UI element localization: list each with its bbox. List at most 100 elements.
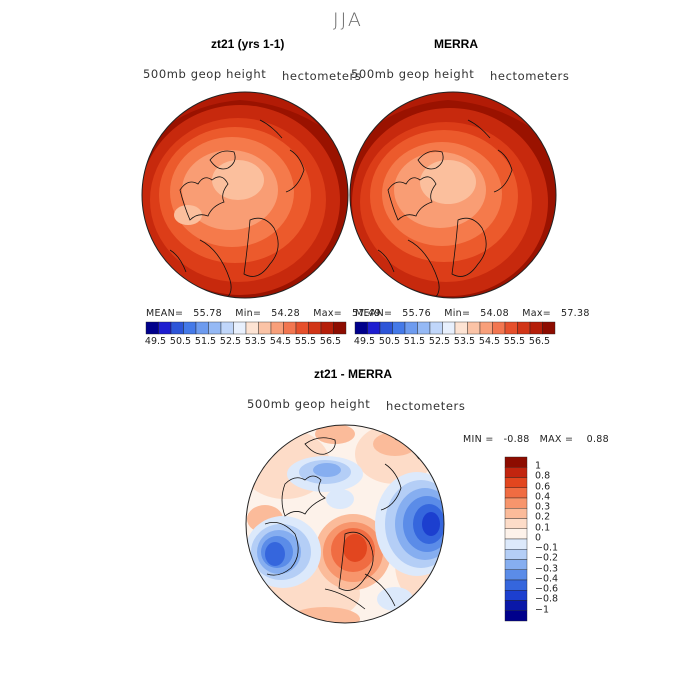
panel-3-title: zt21 - MERRA <box>314 367 393 381</box>
panel-3-map <box>245 424 445 624</box>
panel-2-stats: MEAN= 55.76 Min= 54.08 Max= 57.38 <box>355 308 590 319</box>
panel-2-colorbar-swatch <box>392 321 406 335</box>
panel-3-max-label: MAX = <box>539 434 574 445</box>
panel-2-title: MERRA <box>434 37 478 51</box>
panel-3-colorbar-swatch <box>504 508 528 519</box>
panel-3-colorbar-tick-label: −0.6 <box>535 583 559 595</box>
panel-1-field-label: 500mb geop height <box>143 67 267 81</box>
panel-2-mean-label: MEAN= <box>355 308 393 319</box>
panel-1-colorbar-tick-label: 50.5 <box>169 336 192 347</box>
panel-1-colorbar-swatch <box>258 321 272 335</box>
panel-3-colorbar-tick-label: 1 <box>535 460 542 472</box>
panel-1-title: zt21 (yrs 1-1) <box>211 37 285 51</box>
panel-1-colorbar-swatch <box>233 321 247 335</box>
panel-3-colorbar-ticks: 1 0.8 0.6 0.4 0.3 0.2 0.1 0 −0.1 −0.2 −0.3 −0.4 −0.6… <box>535 457 575 621</box>
panel-1-colorbar-swatch <box>183 321 197 335</box>
panel-3-colorbar-swatch <box>504 569 528 581</box>
panel-1-colorbar-swatch <box>295 321 309 335</box>
panel-2-colorbar-ticks: 49.5 50.5 51.5 52.5 53.5 54.5 55.5 56.5 <box>353 336 555 350</box>
panel-2-min-label: Min= <box>444 308 471 319</box>
panel-3-colorbar-swatch <box>504 559 528 570</box>
panel-1-max-label: Max= <box>313 308 343 319</box>
panel-2-colorbar-swatch <box>367 321 381 335</box>
panel-2-colorbar-tick-label: 50.5 <box>378 336 401 347</box>
panel-2-colorbar-swatch <box>529 321 543 335</box>
panel-2-mean-value: 55.76 <box>402 308 431 319</box>
panel-3-colorbar-tick-label: 0.3 <box>535 501 551 513</box>
panel-2-colorbar-swatch <box>404 321 418 335</box>
panel-3-colorbar-swatch <box>504 477 528 488</box>
panel-1-colorbar-tick-label: 53.5 <box>244 336 267 347</box>
panel-1-units: hectometers <box>282 69 362 83</box>
panel-3-colorbar-swatch <box>504 538 528 550</box>
panel-2-colorbar-swatch <box>379 321 393 335</box>
panel-3-colorbar <box>504 456 528 622</box>
panel-1-colorbar-swatch <box>158 321 172 335</box>
panel-1-colorbar-swatch <box>170 321 184 335</box>
panel-1-min-value: 54.28 <box>271 308 300 319</box>
panel-1-colorbar-tick-label: 52.5 <box>219 336 242 347</box>
panel-3-colorbar-tick-label: 0.1 <box>535 522 551 534</box>
panel-3-min-label: MIN = <box>463 434 494 445</box>
panel-1-colorbar-swatch <box>220 321 234 335</box>
panel-2-min-value: 54.08 <box>480 308 509 319</box>
panel-2-colorbar-swatch <box>429 321 443 335</box>
panel-2-colorbar-swatch <box>504 321 518 335</box>
panel-1-colorbar-swatch <box>195 321 209 335</box>
panel-3-colorbar-swatch <box>504 579 528 591</box>
panel-1-colorbar-swatch <box>320 321 334 335</box>
panel-3-colorbar-swatch <box>504 487 528 499</box>
panel-1-stats: MEAN= 55.78 Min= 54.28 Max= 57.49 <box>146 308 381 319</box>
panel-1-colorbar-swatch <box>208 321 222 335</box>
panel-3-colorbar-tick-label: 0.4 <box>535 491 551 503</box>
panel-2-colorbar-swatch <box>417 321 431 335</box>
panel-3-colorbar-swatch <box>504 467 528 478</box>
panel-3-colorbar-swatch <box>504 518 528 529</box>
panel-3-colorbar-tick-label: −1 <box>535 604 550 616</box>
panel-3-field-label: 500mb geop height <box>247 397 371 411</box>
panel-3-colorbar-swatch <box>504 497 528 509</box>
panel-2-map <box>349 91 557 299</box>
panel-1-colorbar-swatch <box>333 321 347 335</box>
panel-2-colorbar <box>354 321 556 335</box>
panel-1-colorbar-tick-label: 54.5 <box>269 336 292 347</box>
panel-3-colorbar-tick-label: −0.3 <box>535 563 559 575</box>
panel-3-colorbar-swatch <box>504 610 528 622</box>
panel-3-colorbar-tick-label: 0 <box>535 532 542 544</box>
panel-3-colorbar-swatch <box>504 528 528 540</box>
panel-2-field-label: 500mb geop height <box>351 67 475 81</box>
panel-3-colorbar-tick-label: −0.2 <box>535 552 559 564</box>
panel-3-colorbar-tick-label: −0.1 <box>535 542 559 554</box>
panel-2-colorbar-swatch <box>492 321 506 335</box>
panel-3-max-value: 0.88 <box>586 434 609 445</box>
panel-2-colorbar-tick-label: 52.5 <box>428 336 451 347</box>
panel-2-colorbar-tick-label: 55.5 <box>503 336 526 347</box>
panel-3-colorbar-tick-label: −0.4 <box>535 573 559 585</box>
panel-2-colorbar-swatch <box>354 321 368 335</box>
panel-2-colorbar-swatch <box>442 321 456 335</box>
panel-2-colorbar-tick-label: 54.5 <box>478 336 501 347</box>
panel-1-colorbar-ticks: 49.5 50.5 51.5 52.5 53.5 54.5 55.5 56.5 <box>144 336 346 350</box>
panel-1-colorbar-tick-label: 56.5 <box>319 336 342 347</box>
panel-2-colorbar-tick-label: 53.5 <box>453 336 476 347</box>
panel-1-min-label: Min= <box>235 308 262 319</box>
panel-3-min-value: -0.88 <box>503 434 530 445</box>
panel-1-map <box>141 91 349 299</box>
panel-2-colorbar-swatch <box>454 321 468 335</box>
panel-2-colorbar-swatch <box>517 321 531 335</box>
panel-1-colorbar-tick-label: 49.5 <box>144 336 167 347</box>
panel-1-colorbar <box>145 321 347 335</box>
panel-1-mean-value: 55.78 <box>193 308 222 319</box>
panel-3-colorbar-tick-label: −0.8 <box>535 593 559 605</box>
panel-2-colorbar-tick-label: 56.5 <box>528 336 551 347</box>
figure-title: JJA <box>333 9 363 31</box>
panel-1-mean-label: MEAN= <box>146 308 184 319</box>
panel-2-colorbar-tick-label: 49.5 <box>353 336 376 347</box>
panel-1-colorbar-swatch <box>270 321 284 335</box>
panel-3-colorbar-tick-label: 0.6 <box>535 481 551 493</box>
panel-2-max-value: 57.38 <box>560 308 590 319</box>
panel-3-colorbar-swatch <box>504 549 528 560</box>
panel-3-colorbar-tick-label: 0.2 <box>535 511 551 523</box>
panel-3-units: hectometers <box>386 399 466 413</box>
panel-3-stats: MIN = -0.88 MAX = 0.88 <box>463 434 609 445</box>
